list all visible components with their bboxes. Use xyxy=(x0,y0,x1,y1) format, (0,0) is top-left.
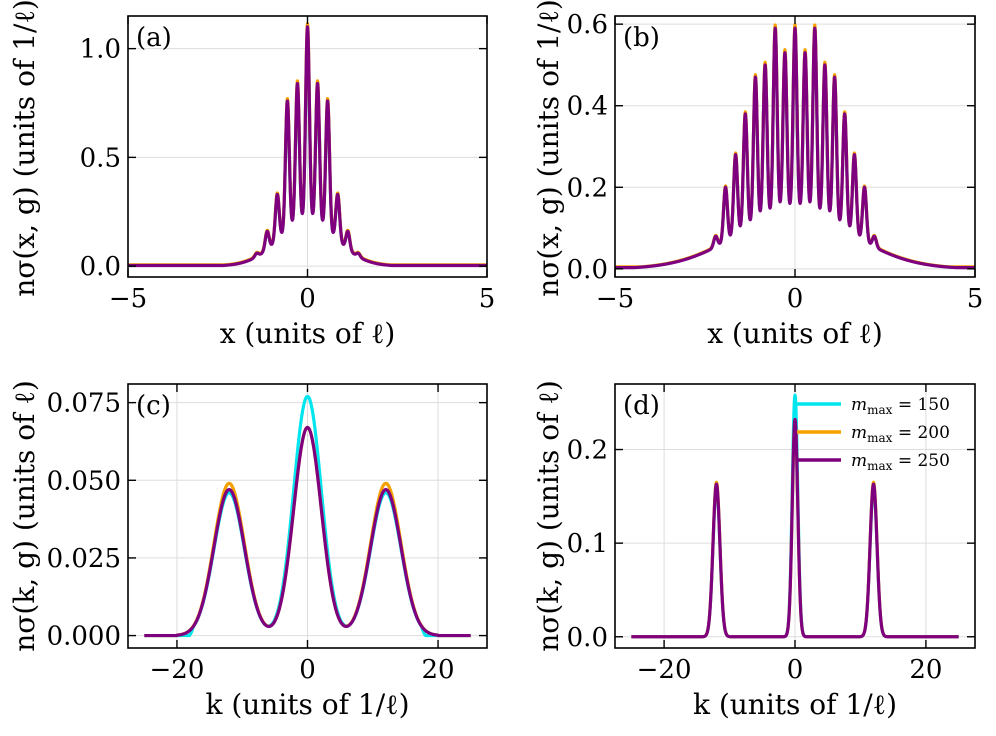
panel-c: −20 0 20 0.000 0.025 0.050 0.075 (c) k (units of… xyxy=(8,380,488,721)
x-tick-label: 0 xyxy=(787,284,804,314)
panel-a: −5 0 5 0.0 0.5 1.0 (a) x (units of ℓ) nσ(x, g) (… xyxy=(8,0,495,350)
panel-label: (c) xyxy=(136,391,171,421)
y-axis-label: nσ(x, g) (units of 1/ℓ) xyxy=(8,0,41,297)
x-tick-label: −5 xyxy=(109,284,147,314)
y-axis-label: nσ(k, g) (units of ℓ) xyxy=(532,380,565,652)
y-tick-label: 0.075 xyxy=(47,389,121,419)
series-line-250 xyxy=(615,26,975,270)
y-tick-label: 0.050 xyxy=(47,466,121,496)
x-tick-label: 20 xyxy=(421,655,454,685)
x-tick-label: 0 xyxy=(787,655,804,685)
y-tick-label: 0.5 xyxy=(80,143,121,173)
y-axis-label: nσ(k, g) (units of ℓ) xyxy=(8,380,41,652)
y-tick-label: 0.0 xyxy=(80,252,121,282)
x-tick-label: −20 xyxy=(637,655,692,685)
legend-entry: mmax = 200 xyxy=(851,423,950,445)
y-tick-label: 0.2 xyxy=(567,436,608,466)
y-tick-label: 0.6 xyxy=(567,10,608,40)
x-tick-label: −5 xyxy=(596,284,634,314)
x-axis-label: x (units of ℓ) xyxy=(220,317,396,350)
y-tick-label: 0.000 xyxy=(47,622,121,652)
y-tick-label: 1.0 xyxy=(80,35,121,65)
series-line-250 xyxy=(142,425,473,638)
y-tick-label: 0.1 xyxy=(567,529,608,559)
series-line-250 xyxy=(629,417,961,639)
y-tick-label: 0.0 xyxy=(567,255,608,285)
panel-d: −20 0 20 0.0 0.1 0.2 (d) k (units of 1/ℓ) nσ(k, … xyxy=(532,380,976,721)
x-tick-label: 0 xyxy=(299,655,316,685)
y-tick-label: 0.0 xyxy=(567,623,608,653)
panel-label: (d) xyxy=(623,391,660,421)
panel-label: (a) xyxy=(136,23,172,53)
series-line-250 xyxy=(128,25,487,268)
x-tick-label: 0 xyxy=(299,284,316,314)
legend-entry: mmax = 250 xyxy=(851,451,950,473)
legend-entry: mmax = 150 xyxy=(851,395,950,417)
x-axis-label: k (units of 1/ℓ) xyxy=(205,688,409,721)
x-axis-label: x (units of ℓ) xyxy=(707,317,883,350)
y-axis-label: nσ(x, g) (units of 1/ℓ) xyxy=(532,0,565,297)
x-tick-label: 20 xyxy=(909,655,942,685)
panel-b: −5 0 5 0.0 0.2 0.4 0.6 (b) x (units of ℓ) nσ(x, g… xyxy=(532,0,983,350)
y-tick-label: 0.025 xyxy=(47,544,121,574)
x-tick-label: −20 xyxy=(150,655,205,685)
panel-label: (b) xyxy=(623,23,660,53)
legend: mmax = 150 mmax = 200 mmax = 250 xyxy=(797,395,950,473)
y-tick-label: 0.4 xyxy=(567,92,608,122)
x-tick-label: 5 xyxy=(967,284,984,314)
x-tick-label: 5 xyxy=(479,284,496,314)
y-tick-label: 0.2 xyxy=(567,173,608,203)
x-axis-label: k (units of 1/ℓ) xyxy=(693,688,897,721)
